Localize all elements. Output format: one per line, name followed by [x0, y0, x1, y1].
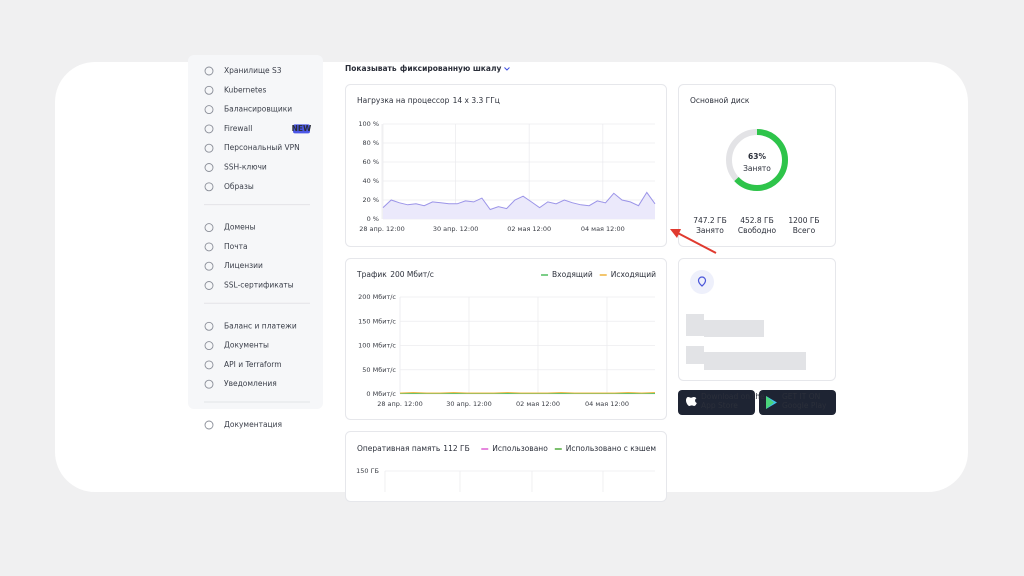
donut-caption: Занято	[743, 164, 771, 173]
menu-icon	[204, 281, 214, 290]
y-tick-label: 40 %	[362, 177, 379, 185]
app-small: GET IT ON	[782, 392, 820, 401]
chevron	[504, 67, 510, 71]
menu-item[interactable]: Документы	[224, 341, 269, 350]
cpu-line	[382, 191, 656, 211]
app-store[interactable]	[678, 390, 755, 415]
menu-item[interactable]: Лицензии	[224, 261, 263, 270]
menu-icon	[204, 182, 214, 192]
badge-text: NEW	[292, 124, 312, 133]
card-title: Нагрузка на процессор	[357, 96, 450, 105]
ram-card	[345, 431, 667, 502]
series-line	[399, 391, 656, 394]
menu-icon	[204, 379, 214, 389]
stat-label: Свободно	[738, 226, 777, 235]
menu-item[interactable]: Персональный VPN	[224, 143, 300, 152]
arrow-head	[670, 229, 681, 238]
donut-arc	[726, 129, 788, 191]
menu-icon	[204, 341, 214, 351]
menu-item[interactable]: Домены	[224, 223, 256, 232]
y-tick-label: 150 Мбит/с	[358, 317, 396, 325]
menu-icon	[204, 163, 214, 172]
arrow	[671, 229, 717, 254]
y-tick-label: 100 Мбит/с	[358, 342, 396, 350]
menu-item[interactable]: Балансировщики	[224, 105, 292, 114]
menu-icon	[204, 321, 214, 331]
menu-icon	[204, 105, 214, 115]
app-big: Google Play	[782, 401, 827, 410]
card-title: Оперативная память	[357, 444, 440, 453]
card-subtitle: 14 x 3.3 ГГц	[453, 96, 500, 105]
stat-value: 1200 ГБ	[788, 216, 819, 225]
location-card	[678, 258, 836, 381]
menu-item[interactable]: SSH-ключи	[224, 163, 267, 172]
y-tick-label: 200 Мбит/с	[358, 293, 396, 301]
blurred-address	[686, 314, 806, 370]
donut-value: 63%	[748, 152, 766, 161]
menu-icon	[204, 420, 214, 430]
disk-card	[678, 84, 836, 247]
app-big: App Store	[701, 401, 738, 410]
menu-icon	[204, 242, 214, 252]
y-tick-label: 80 %	[362, 139, 379, 147]
menu-icon	[204, 66, 214, 76]
card-subtitle: 112 ГБ	[443, 444, 469, 453]
menu-item[interactable]: Почта	[224, 242, 248, 251]
y-tick-label: 50 Мбит/с	[362, 366, 396, 374]
menu-icon	[204, 223, 214, 233]
y-tick-label: 0 Мбит/с	[366, 390, 396, 398]
card-title: Основной диск	[690, 96, 750, 105]
menu-item[interactable]: API и Terraform	[224, 360, 282, 369]
x-tick-label: 04 мая 12:00	[585, 400, 629, 408]
menu-item[interactable]: SSL-сертификаты	[224, 281, 294, 290]
y-tick-label: 60 %	[362, 158, 379, 166]
filter-link[interactable]: фиксированную шкалу	[400, 64, 502, 73]
y-tick-label: 0 %	[367, 215, 379, 223]
card-title: Трафик	[356, 270, 387, 279]
x-tick-label: 30 апр. 12:00	[446, 400, 492, 408]
x-tick-label: 28 апр. 12:00	[377, 400, 423, 408]
menu-item[interactable]: Kubernetes	[224, 85, 267, 94]
menu-item[interactable]: Документация	[224, 420, 282, 429]
menu-icon	[204, 124, 214, 134]
badge	[293, 124, 310, 134]
menu-icon	[204, 360, 214, 370]
stat-label: Занято	[696, 226, 724, 235]
legend-label: Использовано	[492, 444, 548, 453]
filter-prefix: Показывать	[345, 64, 397, 73]
menu-item[interactable]: Баланс и платежи	[224, 321, 297, 330]
legend-label: Использовано с кэшем	[566, 444, 656, 453]
y-tick-label: 20 %	[362, 196, 379, 204]
menu-item[interactable]: Уведомления	[224, 379, 277, 388]
stat-label: Всего	[793, 226, 816, 235]
menu-icon	[204, 143, 214, 153]
pin-bg	[690, 270, 714, 294]
google-play[interactable]	[759, 390, 836, 415]
legend-label: Исходящий	[611, 270, 656, 279]
legend-label: Входящий	[552, 270, 593, 279]
card-subtitle: 200 Мбит/с	[390, 270, 434, 279]
menu-icon	[204, 261, 214, 271]
x-tick-label: 28 апр. 12:00	[359, 225, 405, 233]
menu-item[interactable]: Firewall	[224, 124, 252, 133]
stat-value: 747.2 ГБ	[693, 216, 727, 225]
stat-value: 452.8 ГБ	[740, 216, 774, 225]
cpu-card	[345, 84, 667, 247]
x-tick-label: 02 мая 12:00	[507, 225, 551, 233]
x-tick-label: 02 мая 12:00	[516, 400, 560, 408]
x-tick-label: 30 апр. 12:00	[433, 225, 479, 233]
menu-item[interactable]: Образы	[224, 182, 254, 191]
app-small: Download on the	[701, 392, 765, 401]
pin-icon	[697, 276, 707, 287]
x-tick-label: 04 мая 12:00	[581, 225, 625, 233]
traffic-card	[345, 258, 667, 420]
y-tick-label: 100 %	[358, 120, 379, 128]
sidebar	[188, 55, 323, 409]
y-tick-label: 150 ГБ	[356, 467, 379, 475]
menu-item[interactable]: Хранилище S3	[224, 66, 282, 75]
menu-icon	[204, 85, 214, 95]
area	[383, 192, 655, 219]
